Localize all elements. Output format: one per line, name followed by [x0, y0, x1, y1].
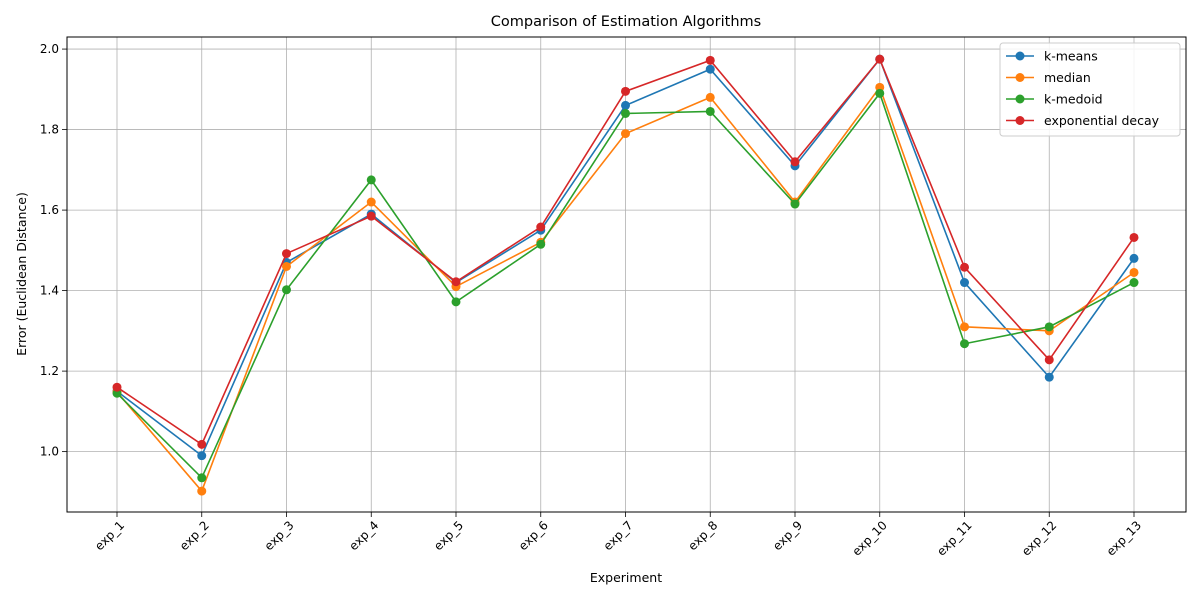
x-tick-label: exp_3: [262, 518, 297, 553]
y-axis-ticks: 1.0 1.2 1.4 1.6 1.8 2.0: [40, 42, 67, 459]
x-tick-label: exp_4: [346, 518, 381, 553]
x-tick-label: exp_6: [516, 518, 551, 553]
data-point: [112, 382, 122, 392]
legend-label: median: [1044, 70, 1091, 85]
data-point: [451, 297, 461, 307]
data-point: [282, 249, 291, 259]
data-point: [790, 157, 800, 167]
legend-marker: [1015, 116, 1025, 125]
x-tick-label: exp_7: [601, 518, 636, 553]
data-point: [1044, 322, 1054, 332]
data-point: [621, 100, 630, 110]
data-point: [1044, 372, 1054, 382]
data-point: [197, 473, 207, 483]
legend: k-means median k-medoid exponential decay: [999, 42, 1181, 137]
legend-item: median: [1006, 70, 1091, 85]
y-tick-label: 1.2: [40, 364, 59, 378]
data-point: [197, 451, 207, 461]
data-point: [1129, 278, 1139, 288]
data-point: [705, 64, 715, 74]
x-tick-label: exp_10: [849, 518, 889, 558]
legend-label: k-means: [1044, 49, 1098, 64]
data-point: [282, 285, 291, 295]
data-point: [790, 199, 800, 209]
x-tick-label: exp_13: [1104, 518, 1144, 558]
data-point: [282, 261, 291, 271]
data-point: [960, 262, 969, 272]
data-point: [1129, 253, 1139, 263]
series-k-medoid: [112, 88, 1139, 483]
data-point: [960, 322, 969, 332]
x-tick-label: exp_2: [177, 518, 212, 553]
data-point: [366, 175, 376, 185]
data-point: [621, 86, 630, 96]
data-point: [197, 486, 207, 496]
data-point: [366, 197, 376, 207]
data-point: [366, 211, 376, 221]
x-tick-label: exp_8: [685, 518, 720, 553]
y-axis-label: Error (Euclidean Distance): [14, 192, 29, 356]
legend-item: exponential decay: [1006, 113, 1160, 128]
data-point: [197, 439, 207, 449]
x-axis-label: Experiment: [590, 570, 662, 585]
y-tick-label: 2.0: [40, 42, 59, 56]
data-point: [1129, 267, 1139, 277]
data-point: [536, 239, 546, 249]
series-lines: [112, 54, 1139, 496]
y-tick-label: 1.0: [40, 445, 59, 459]
data-point: [875, 88, 885, 98]
plot-frame: [66, 36, 1187, 513]
series-exponential-decay: [112, 54, 1139, 449]
data-point: [875, 54, 885, 64]
legend-marker: [1015, 51, 1025, 61]
data-point: [536, 222, 546, 232]
x-tick-label: exp_9: [770, 518, 805, 553]
data-point: [621, 108, 630, 118]
legend-item: k-medoid: [1006, 92, 1103, 107]
data-point: [1129, 232, 1139, 242]
data-point: [705, 92, 715, 102]
legend-marker: [1015, 73, 1025, 82]
data-point: [621, 129, 630, 139]
legend-label: k-medoid: [1044, 92, 1103, 107]
data-point: [705, 106, 715, 116]
x-tick-label: exp_1: [92, 518, 127, 553]
y-tick-label: 1.4: [40, 284, 59, 298]
data-point: [1044, 355, 1054, 365]
legend-label: exponential decay: [1044, 113, 1160, 128]
y-tick-label: 1.6: [40, 203, 59, 217]
legend-item: k-means: [1006, 49, 1098, 64]
data-point: [960, 339, 969, 349]
chart-title: Comparison of Estimation Algorithms: [491, 14, 761, 30]
x-tick-label: exp_11: [934, 518, 974, 558]
x-tick-label: exp_5: [431, 518, 466, 553]
y-tick-label: 1.8: [40, 123, 59, 137]
data-point: [960, 278, 969, 288]
x-tick-label: exp_12: [1019, 518, 1059, 558]
data-point: [705, 55, 715, 65]
x-axis-ticks: exp_1 exp_2 exp_3 exp_4 exp_5 exp_6 exp_7 exp_8…: [92, 512, 1144, 559]
data-point: [451, 277, 461, 287]
legend-marker: [1015, 94, 1025, 104]
legend-box: [999, 42, 1181, 137]
